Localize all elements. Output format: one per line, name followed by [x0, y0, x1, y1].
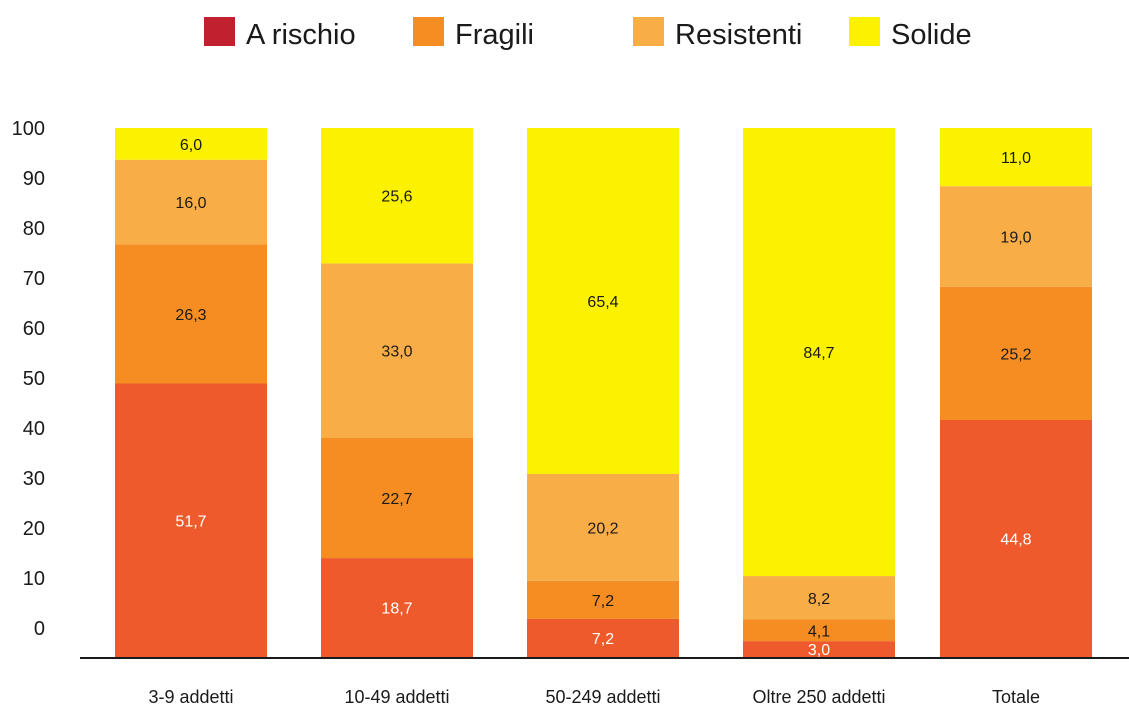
bar-segment-solide [527, 128, 679, 474]
bar-stack-50-249-addetti: 7,2 7,2 20,2 65,4 [527, 128, 679, 657]
bar-segment-resistenti [115, 159, 267, 245]
data-label-solide: 11,0 [1001, 150, 1031, 167]
data-label-resistenti: 16,0 [175, 195, 206, 212]
bar-segment-fragili [743, 619, 895, 642]
bar-stack-10-49-addetti: 18,7 22,7 33,0 25,6 [321, 128, 473, 657]
data-label-a-rischio: 51,7 [175, 513, 206, 530]
y-tick-label: 0 [34, 618, 45, 640]
y-tick-label: 100 [12, 118, 45, 140]
data-label-fragili: 4,1 [808, 623, 830, 640]
bar-segment-solide [743, 128, 895, 577]
y-tick-label: 70 [23, 268, 45, 290]
legend-swatch-a-rischio [204, 17, 235, 46]
bar-segment-fragili [527, 580, 679, 619]
data-label-solide: 25,6 [381, 189, 412, 206]
x-tick-label-3-9-addetti: 3-9 addetti [148, 687, 233, 707]
data-label-solide: 6,0 [180, 137, 202, 154]
data-label-solide: 84,7 [803, 345, 834, 362]
data-label-resistenti: 20,2 [587, 520, 618, 537]
bar-segment-a-rischio [527, 618, 679, 657]
legend-label-fragili: Fragili [455, 19, 534, 51]
legend-label-resistenti: Resistenti [675, 19, 802, 51]
legend-item-a-rischio: A rischio [204, 17, 356, 51]
data-label-a-rischio: 7,2 [592, 631, 614, 648]
bar-segment-resistenti [743, 576, 895, 620]
bar-segment-resistenti [940, 186, 1092, 287]
bar-stack-totale: 44,8 25,2 19,0 11,0 [940, 128, 1092, 657]
bar-segment-fragili [321, 437, 473, 559]
bar-segment-fragili [940, 286, 1092, 421]
x-tick-label-50-249-addetti: 50-249 addetti [545, 687, 660, 707]
data-label-resistenti: 33,0 [381, 344, 412, 361]
legend-item-fragili: Fragili [413, 17, 534, 51]
y-axis: 0 10 20 30 40 50 60 70 80 90 100 [12, 118, 45, 640]
bar-segment-resistenti [527, 473, 679, 581]
bar-segment-solide [321, 128, 473, 264]
legend-label-solide: Solide [891, 19, 972, 51]
y-tick-label: 80 [23, 218, 45, 240]
y-tick-label: 40 [23, 418, 45, 440]
y-tick-label: 30 [23, 468, 45, 490]
bar-stack-3-9-addetti: 51,7 26,3 16,0 6,0 [115, 128, 267, 657]
bar-segment-resistenti [321, 263, 473, 438]
bar-segment-solide [940, 128, 1092, 187]
bar-segment-a-rischio [115, 383, 267, 657]
bar-segment-a-rischio [940, 420, 1092, 657]
bar-segment-fragili [115, 244, 267, 384]
chart-legend: A rischio Fragili Resistenti Solide [204, 17, 972, 51]
bar-segment-a-rischio [321, 558, 473, 657]
y-tick-label: 60 [23, 318, 45, 340]
legend-item-resistenti: Resistenti [633, 17, 802, 51]
legend-swatch-solide [849, 17, 880, 46]
y-tick-label: 10 [23, 568, 45, 590]
data-label-fragili: 22,7 [381, 491, 412, 508]
x-axis: 3-9 addetti 10-49 addetti 50-249 addetti Ol… [80, 657, 1129, 707]
y-tick-label: 50 [23, 368, 45, 390]
data-label-resistenti: 19,0 [1000, 229, 1031, 246]
bar-segment-a-rischio [743, 641, 895, 657]
legend-label-a-rischio: A rischio [246, 19, 356, 51]
data-label-fragili: 7,2 [592, 593, 614, 610]
bar-stack-oltre-250-addetti: 3,0 4,1 8,2 84,7 [743, 128, 895, 659]
data-label-a-rischio: 18,7 [381, 601, 412, 618]
legend-swatch-fragili [413, 17, 444, 46]
data-label-fragili: 25,2 [1000, 346, 1031, 363]
data-label-fragili: 26,3 [175, 307, 206, 324]
legend-swatch-resistenti [633, 17, 664, 46]
x-tick-label-oltre-250-addetti: Oltre 250 addetti [752, 687, 885, 707]
legend-item-solide: Solide [849, 17, 972, 51]
bar-segment-solide [115, 128, 267, 160]
data-label-resistenti: 8,2 [808, 591, 830, 608]
data-label-a-rischio: 44,8 [1000, 532, 1031, 549]
data-label-a-rischio: 3,0 [808, 642, 830, 659]
x-tick-label-10-49-addetti: 10-49 addetti [344, 687, 449, 707]
data-label-solide: 65,4 [587, 294, 618, 311]
x-tick-label-totale: Totale [992, 687, 1040, 707]
bar-stack-area: 51,7 26,3 16,0 6,0 18,7 22,7 33,0 25,6 7,2 7,2 20,… [115, 128, 1092, 659]
y-tick-label: 20 [23, 518, 45, 540]
y-tick-label: 90 [23, 168, 45, 190]
